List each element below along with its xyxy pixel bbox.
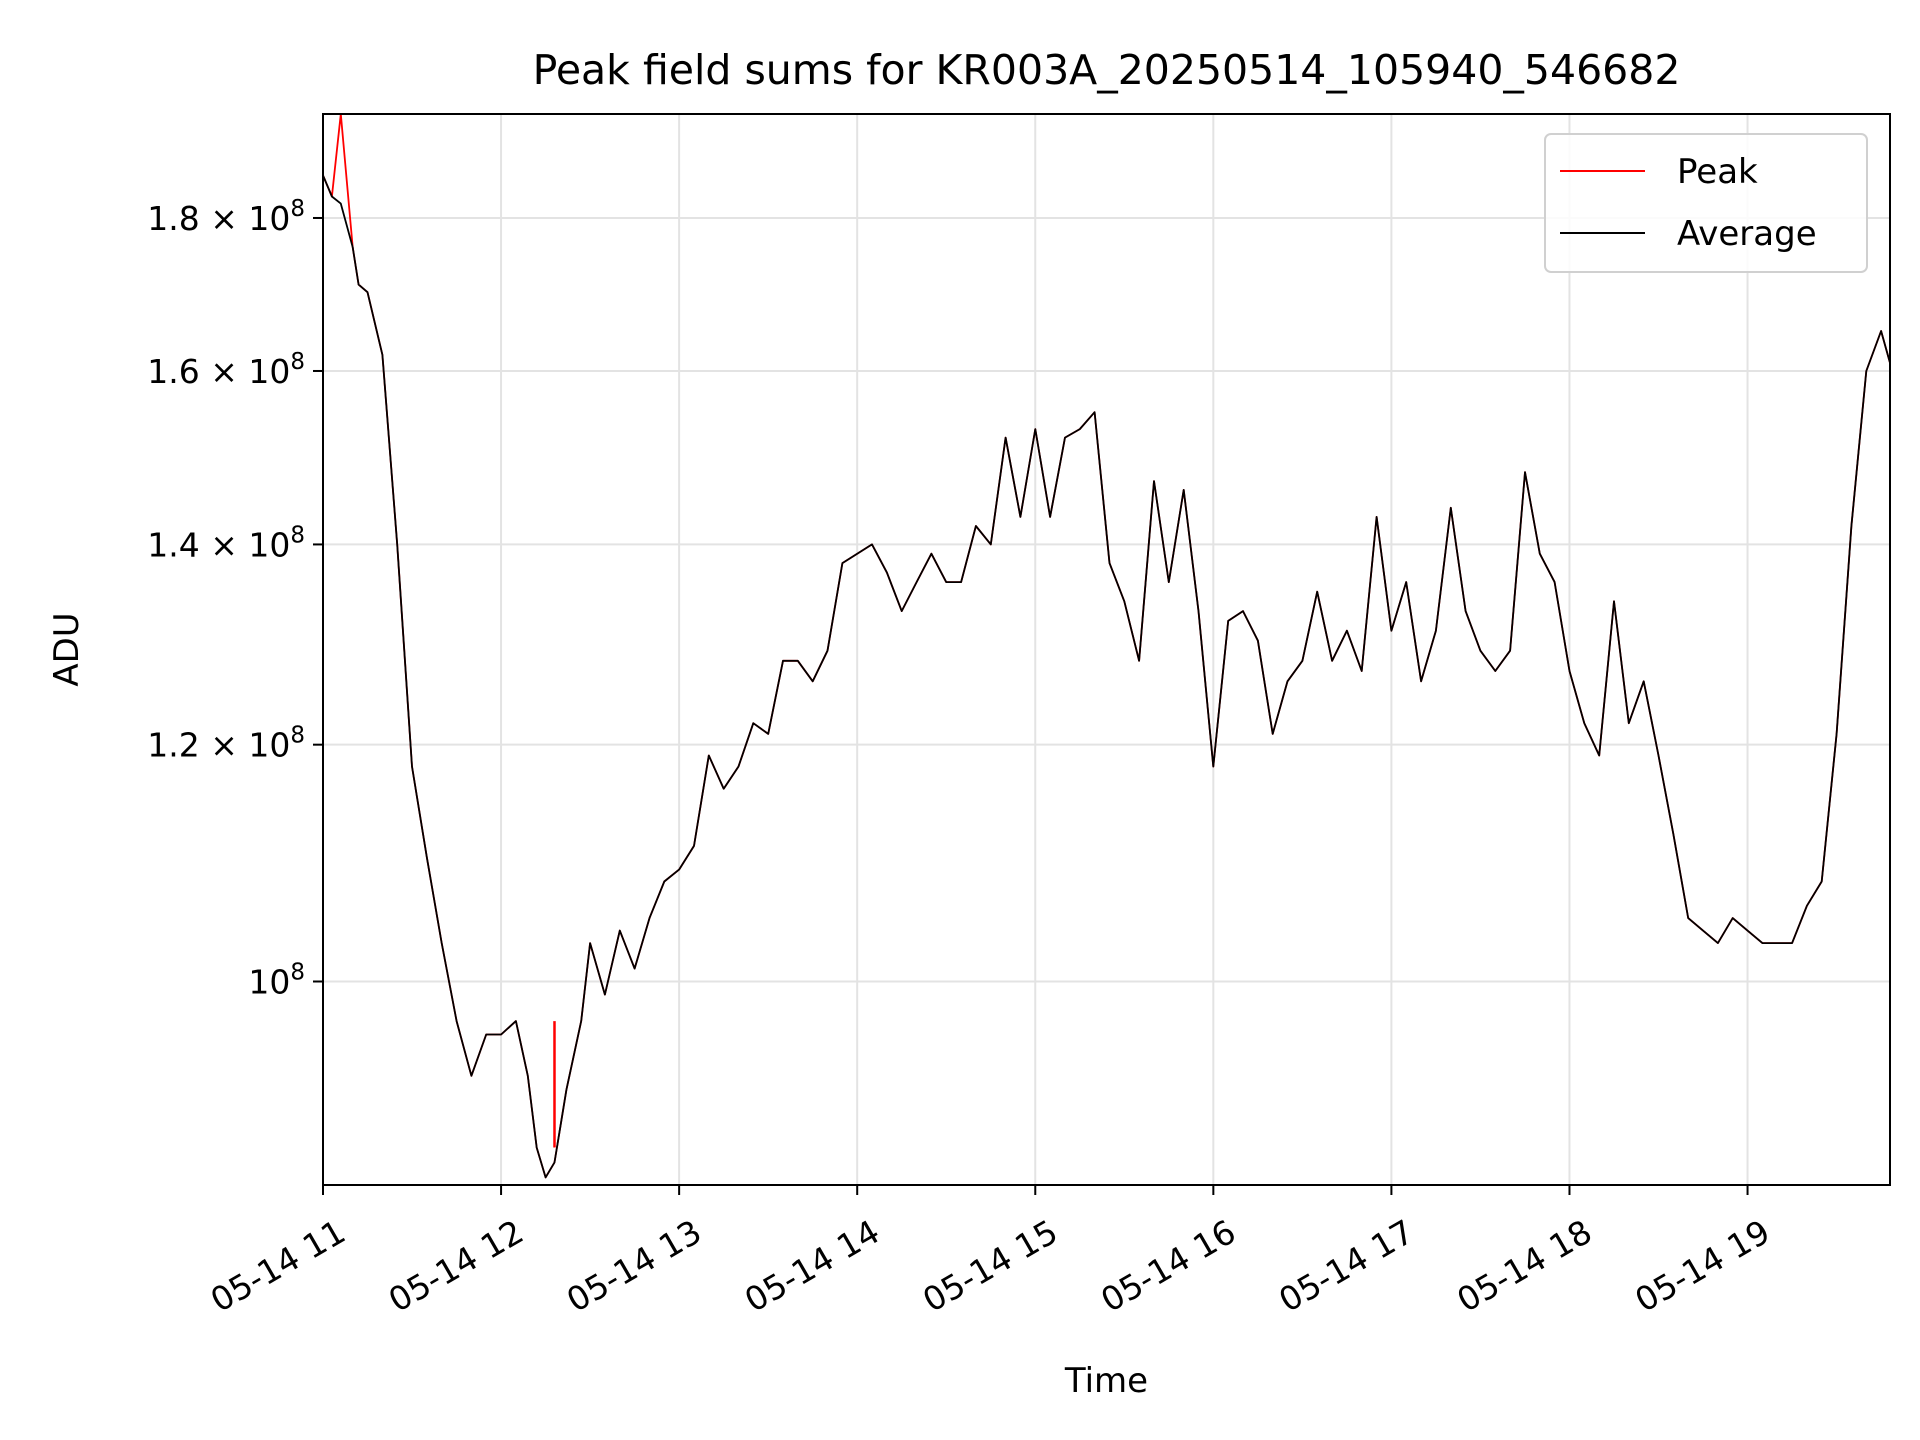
y-tick-label: 1.6 × 108 bbox=[147, 349, 305, 391]
y-axis-title: ADU bbox=[47, 612, 87, 686]
plot-frame bbox=[322, 113, 1891, 1186]
legend-label-average: Average bbox=[1677, 214, 1817, 254]
x-axis-title: Time bbox=[1064, 1361, 1148, 1401]
plot-lines bbox=[322, 113, 1891, 1179]
legend-box bbox=[1544, 133, 1868, 273]
y-tick-label: 1.2 × 108 bbox=[147, 723, 305, 765]
y-tick-label: 1.8 × 108 bbox=[147, 196, 305, 238]
series-line-average bbox=[322, 175, 1891, 1179]
legend-label-peak: Peak bbox=[1677, 152, 1758, 192]
chart-title: Peak field sums for KR003A_20250514_1059… bbox=[533, 46, 1681, 94]
legend: Peak Average bbox=[1544, 133, 1868, 273]
y-axis: 108 1.2 × 108 1.4 × 108 1.6 × 108 1.8 × 108 bbox=[147, 196, 323, 1002]
y-tick-label: 108 bbox=[248, 960, 305, 1002]
y-tick-label: 1.4 × 108 bbox=[147, 522, 305, 564]
grid bbox=[322, 114, 1890, 1185]
